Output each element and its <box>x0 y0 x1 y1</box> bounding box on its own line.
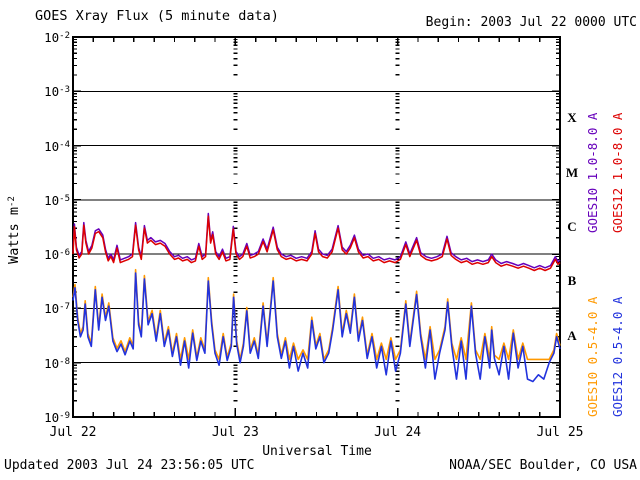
x-tick-label: Jul 22 <box>49 425 97 440</box>
plot-border <box>72 36 561 418</box>
y-tick-label: 10-5 <box>44 192 70 208</box>
x-tick-label: Jul 23 <box>211 425 259 440</box>
page-title: GOES Xray Flux (5 minute data) <box>35 8 279 24</box>
x-tick-label: Jul 24 <box>374 425 422 440</box>
flux-class-letter-c: C <box>567 219 577 234</box>
x-axis-label: Universal Time <box>262 444 372 459</box>
flux-class-letter-m: M <box>565 164 579 180</box>
source-attribution: NOAA/SEC Boulder, CO USA <box>449 458 637 473</box>
legend-goes10-long: GOES10 1.0-8.0 A <box>585 112 600 233</box>
flux-class-letter-a: A <box>567 327 577 343</box>
y-tick-label: 10-8 <box>44 355 70 371</box>
flux-class-letter-b: B <box>567 273 577 289</box>
legend-goes10-short: GOES10 0.5-4.0 A <box>585 296 600 417</box>
updated-timestamp: Updated 2003 Jul 24 23:56:05 UTC <box>4 458 255 473</box>
y-tick-label: 10-6 <box>44 247 70 263</box>
begin-label: Begin: 2003 Jul 22 0000 UTC <box>425 15 637 30</box>
y-tick-label: 10-2 <box>44 30 70 45</box>
y-tick-label: 10-3 <box>44 84 70 100</box>
x-tick-label: Jul 25 <box>536 425 584 440</box>
y-tick-label: 10-7 <box>44 301 70 317</box>
legend-goes12-short: GOES12 0.5-4.0 A <box>610 296 625 417</box>
series-goes12-short <box>72 272 561 383</box>
y-tick-label: 10-9 <box>44 410 70 425</box>
y-tick-label: 10-4 <box>44 138 70 154</box>
flux-class-letter-x: X <box>567 110 577 126</box>
series-goes12-long <box>72 215 561 272</box>
y-axis-label: Watts m-2 <box>6 196 22 264</box>
legend-goes12-long: GOES12 1.0-8.0 A <box>610 112 625 233</box>
